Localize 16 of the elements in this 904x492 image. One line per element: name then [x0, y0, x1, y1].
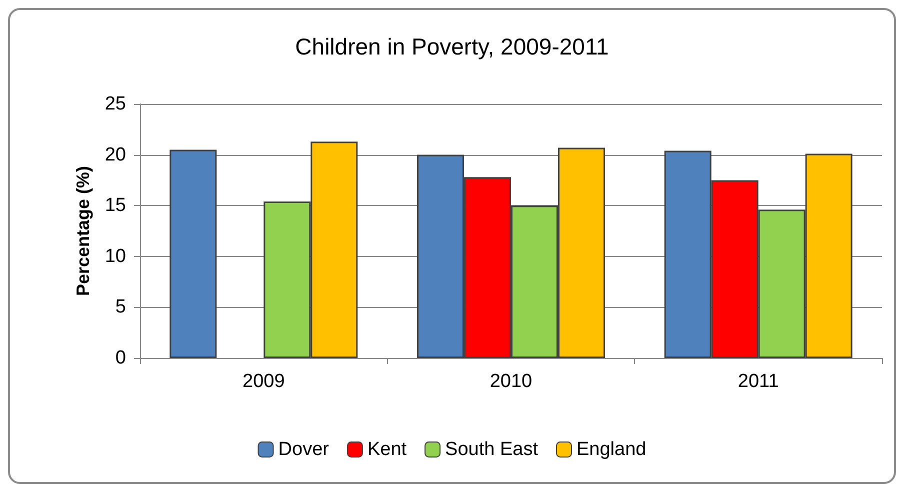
x-tick-label: 2011 [738, 371, 779, 392]
bar [170, 150, 217, 358]
legend-label: Kent [367, 439, 408, 460]
legend-label: South East [445, 439, 539, 460]
y-tick-label: 10 [104, 246, 126, 267]
y-tick-label: 15 [104, 195, 126, 216]
y-tick-label: 20 [104, 144, 126, 166]
y-tick-label: 25 [104, 94, 126, 114]
chart-title: Children in Poverty, 2009-2011 [295, 34, 609, 60]
legend-label: Dover [278, 439, 330, 460]
x-tick-label: 2009 [242, 371, 285, 392]
y-tick-label: 5 [115, 296, 126, 318]
y-tick-label: 0 [115, 348, 126, 368]
legend-label: England [576, 439, 646, 460]
y-axis-title: Percentage (%) [73, 166, 93, 296]
x-tick-label: 2010 [490, 371, 532, 392]
